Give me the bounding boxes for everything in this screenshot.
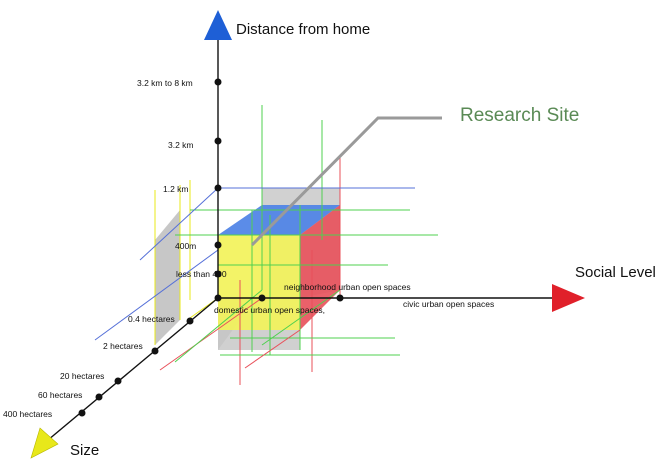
tick-dot <box>214 241 222 249</box>
grid-line <box>94 249 219 341</box>
diagonal-tick-label: 400 hectares <box>3 409 52 419</box>
grid-line <box>139 187 219 261</box>
tick-dot <box>214 184 222 192</box>
vertical-tick-label: 1.2 km <box>163 184 189 194</box>
tick-dot <box>95 393 103 401</box>
tick-dot <box>78 409 86 417</box>
axis-dots <box>78 78 344 417</box>
diagonal-tick-label: 2 hectares <box>103 341 143 351</box>
cube-top-face <box>218 205 340 235</box>
diagonal-axis-arrow <box>30 427 59 459</box>
diagonal-tick-label: domestic urban open spaces, <box>214 305 325 315</box>
vertical-tick-label: less than 400 <box>176 269 227 279</box>
tick-dot <box>214 270 222 278</box>
vertical-axis-title: Distance from home <box>236 21 370 38</box>
diagonal-tick-label: 20 hectares <box>60 371 104 381</box>
tick-dot <box>214 294 222 302</box>
horizontal-tick-label: neighborhood urban open spaces <box>284 282 411 292</box>
tick-dot <box>151 347 159 355</box>
tick-dot <box>114 377 122 385</box>
vertical-tick-label: 400m <box>175 241 196 251</box>
research-site-label: Research Site <box>460 105 579 126</box>
vertical-axis-arrow <box>204 10 232 40</box>
horizontal-tick-label: civic urban open spaces <box>403 299 494 309</box>
diagonal-tick-label: 0.4 hectares <box>128 314 175 324</box>
research-site-leader-line <box>250 116 442 247</box>
grid-line <box>159 297 263 371</box>
tick-dot <box>214 137 222 145</box>
diagonal-axis-title: Size <box>70 442 99 459</box>
diagonal-tick-label: 60 hectares <box>38 390 82 400</box>
tick-dot <box>336 294 344 302</box>
cube-front-face <box>218 235 300 330</box>
vertical-tick-label: 3.2 km to 8 km <box>137 78 193 88</box>
cube-right-face <box>300 205 340 330</box>
horizontal-axis-arrow <box>552 284 585 312</box>
grid-line <box>244 329 301 369</box>
left-gray-panel <box>155 210 180 345</box>
tick-dot <box>258 294 266 302</box>
grid-line <box>261 289 341 346</box>
horizontal-axis-title: Social Level <box>575 264 656 281</box>
tick-dot <box>214 78 222 86</box>
grid-lines <box>94 105 438 385</box>
tick-dot <box>186 317 194 325</box>
vertical-tick-label: 3.2 km <box>168 140 194 150</box>
grid-line <box>174 289 263 363</box>
